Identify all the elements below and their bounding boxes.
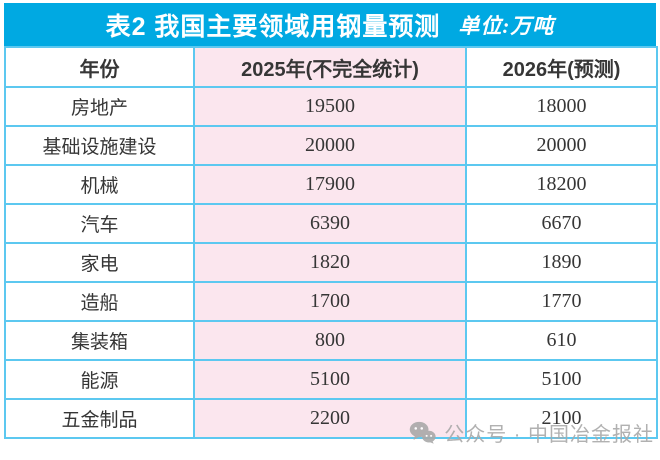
value-2026: 1770 [465, 281, 658, 322]
row-label: 五金制品 [4, 398, 195, 439]
value-2026: 20000 [465, 125, 658, 166]
value-2026: 1890 [465, 242, 658, 283]
table-row: 基础设施建设 20000 20000 [4, 125, 658, 166]
row-label: 机械 [4, 164, 195, 205]
col-header-year: 年份 [4, 46, 195, 88]
table-row: 五金制品 2200 2100 [4, 398, 658, 439]
value-2026: 18000 [465, 86, 658, 127]
value-2026: 6670 [465, 203, 658, 244]
table-title-banner: 表2 我国主要领域用钢量预测 单位:万吨 [4, 3, 656, 46]
table-row: 家电 1820 1890 [4, 242, 658, 283]
row-label: 能源 [4, 359, 195, 400]
row-label: 汽车 [4, 203, 195, 244]
value-2025: 19500 [193, 86, 467, 127]
col-header-2026: 2026年(预测) [465, 46, 658, 88]
table-row: 能源 5100 5100 [4, 359, 658, 400]
value-2026: 5100 [465, 359, 658, 400]
table-row: 造船 1700 1770 [4, 281, 658, 322]
table-title: 表2 我国主要领域用钢量预测 [105, 12, 441, 41]
value-2026: 2100 [465, 398, 658, 439]
header-row: 年份 2025年(不完全统计) 2026年(预测) [4, 46, 658, 88]
col-header-2025: 2025年(不完全统计) [193, 46, 467, 88]
value-2025: 20000 [193, 125, 467, 166]
table-row: 汽车 6390 6670 [4, 203, 658, 244]
value-2026: 18200 [465, 164, 658, 205]
row-label: 基础设施建设 [4, 125, 195, 166]
value-2025: 1820 [193, 242, 467, 283]
value-2025: 6390 [193, 203, 467, 244]
steel-demand-forecast-table: 年份 2025年(不完全统计) 2026年(预测) 房地产 19500 1800… [4, 46, 658, 439]
value-2025: 5100 [193, 359, 467, 400]
row-label: 家电 [4, 242, 195, 283]
value-2025: 1700 [193, 281, 467, 322]
row-label: 集装箱 [4, 320, 195, 361]
table-row: 集装箱 800 610 [4, 320, 658, 361]
row-label: 造船 [4, 281, 195, 322]
row-label: 房地产 [4, 86, 195, 127]
value-2026: 610 [465, 320, 658, 361]
value-2025: 2200 [193, 398, 467, 439]
unit-label: 单位:万吨 [458, 13, 555, 38]
value-2025: 17900 [193, 164, 467, 205]
value-2025: 800 [193, 320, 467, 361]
table-row: 机械 17900 18200 [4, 164, 658, 205]
table-row: 房地产 19500 18000 [4, 86, 658, 127]
